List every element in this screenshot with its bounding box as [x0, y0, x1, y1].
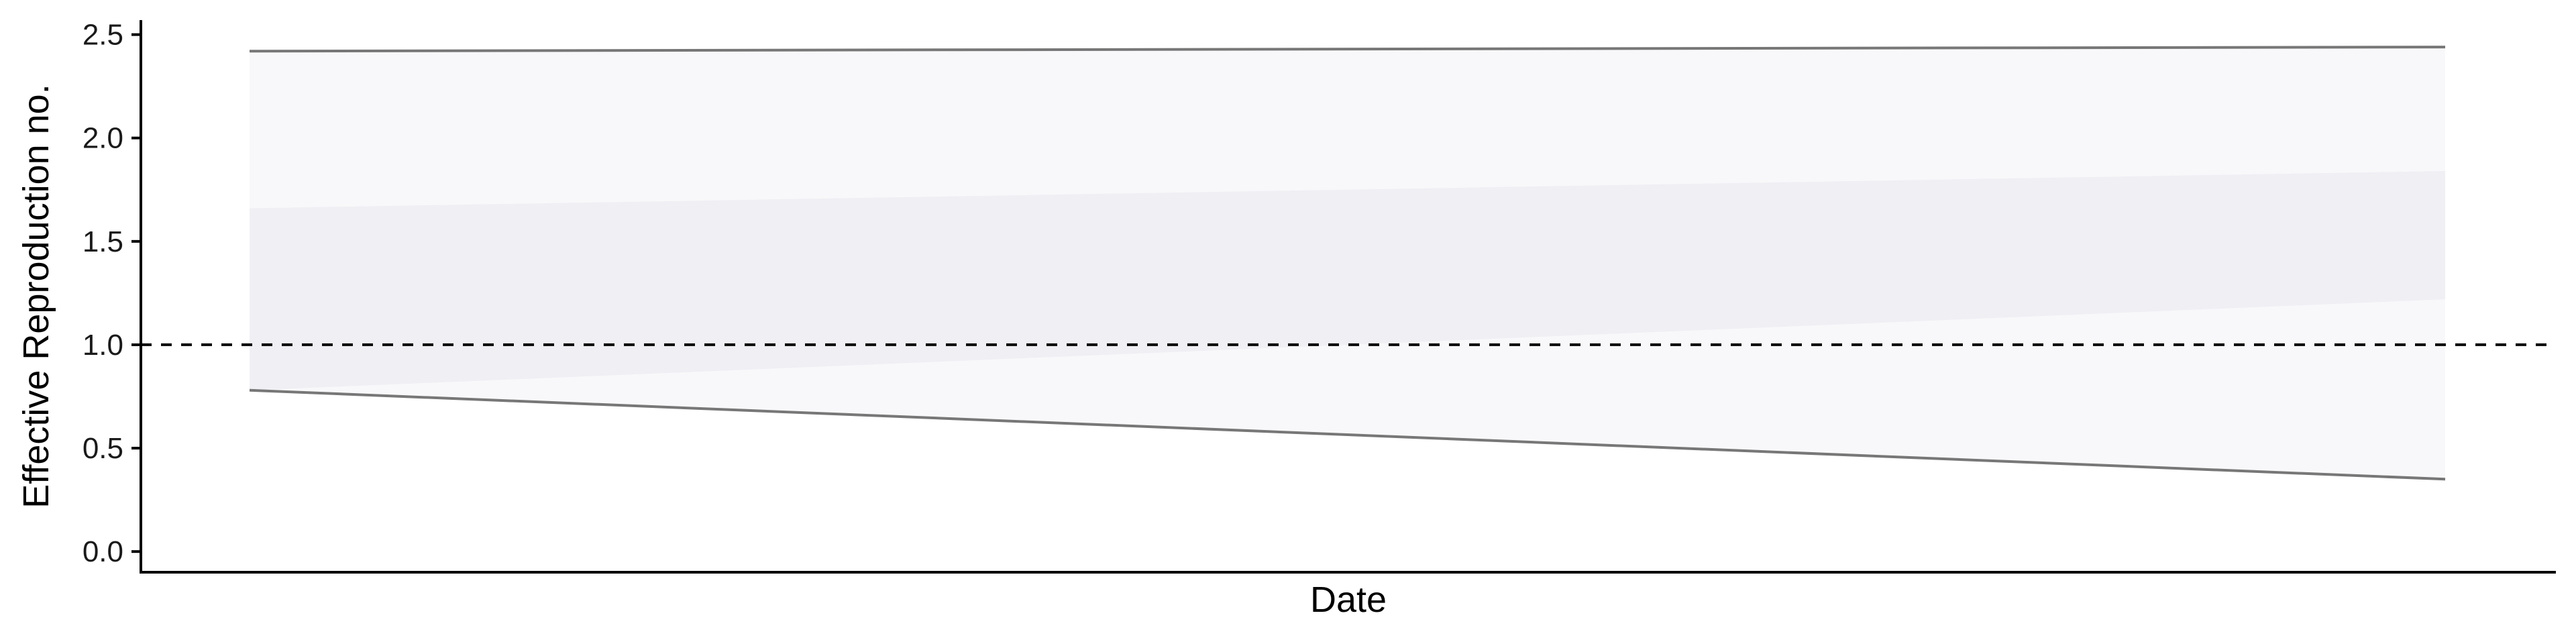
band-inner	[250, 171, 2445, 390]
bound-line-1	[249, 46, 2446, 53]
y-tick-label: 1.0	[83, 329, 123, 362]
y-axis-title: Effective Reproduction no.	[16, 84, 56, 508]
y-tick-label: 2.0	[83, 122, 123, 155]
y-tick-label: 1.5	[83, 225, 123, 258]
y-tick-label: 2.5	[83, 19, 123, 52]
bound-line-2	[249, 388, 2446, 481]
lines-layer	[249, 46, 2446, 481]
y-tick-label: 0.0	[83, 535, 123, 568]
y-ticks: 0.0 0.5 1.0 1.5 2.0 2.5	[83, 19, 141, 568]
x-axis-title: Date	[1310, 580, 1387, 620]
y-tick-label: 0.5	[83, 432, 123, 465]
bands-layer	[250, 47, 2445, 480]
